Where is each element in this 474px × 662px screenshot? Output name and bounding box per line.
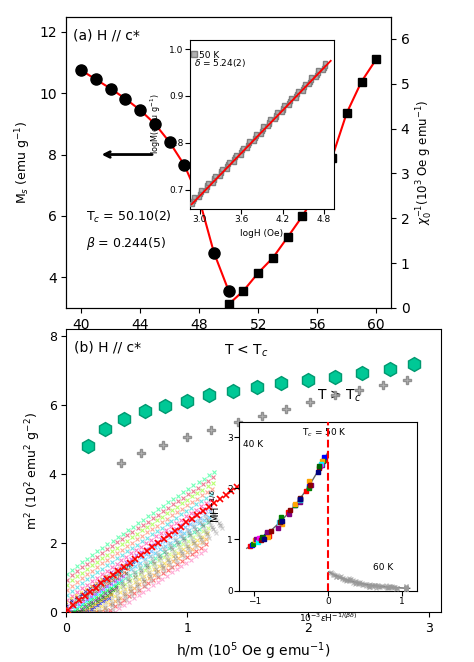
Text: T > T$_c$: T > T$_c$ xyxy=(317,388,362,404)
Y-axis label: m$^2$ (10$^2$ emu$^2$ g$^{-2}$): m$^2$ (10$^2$ emu$^2$ g$^{-2}$) xyxy=(24,412,43,530)
Text: 40 K: 40 K xyxy=(243,440,263,449)
Y-axis label: MH$^{-1/\delta}$: MH$^{-1/\delta}$ xyxy=(208,489,222,523)
Y-axis label: $\chi_0^{-1}$(10$^3$ Oe g emu$^{-1}$): $\chi_0^{-1}$(10$^3$ Oe g emu$^{-1}$) xyxy=(415,99,435,225)
Text: 60 K: 60 K xyxy=(373,563,393,572)
Text: T$_c$ = 50 K: T$_c$ = 50 K xyxy=(301,426,346,439)
Text: 50 K: 50 K xyxy=(199,51,219,60)
Text: (b) H // c*: (b) H // c* xyxy=(74,340,141,354)
Text: T$_c$ = 50.10(2): T$_c$ = 50.10(2) xyxy=(85,209,171,224)
Text: T < T$_c$: T < T$_c$ xyxy=(224,342,268,359)
Y-axis label: logM(emu g$^{-1}$): logM(emu g$^{-1}$) xyxy=(149,94,164,154)
Text: $\beta$ = 0.244(5): $\beta$ = 0.244(5) xyxy=(85,234,166,252)
Text: $\gamma$ = 1.028(12): $\gamma$ = 1.028(12) xyxy=(270,371,358,388)
X-axis label: 10$^{-3}$$\varepsilon$H$^{-1/(\beta\delta)}$: 10$^{-3}$$\varepsilon$H$^{-1/(\beta\delt… xyxy=(299,611,357,624)
X-axis label: T (K): T (K) xyxy=(211,337,246,352)
X-axis label: logH (Oe): logH (Oe) xyxy=(240,229,283,238)
Text: (a) H // c*: (a) H // c* xyxy=(73,28,140,42)
Y-axis label: M$_s$ (emu g$^{-1}$): M$_s$ (emu g$^{-1}$) xyxy=(14,120,34,204)
Text: T$_c$ = 49.97(5): T$_c$ = 49.97(5) xyxy=(270,345,356,361)
Text: $\delta$ = 5.24(2): $\delta$ = 5.24(2) xyxy=(194,58,246,70)
X-axis label: h/m (10$^5$ Oe g emu$^{-1}$): h/m (10$^5$ Oe g emu$^{-1}$) xyxy=(176,641,331,662)
